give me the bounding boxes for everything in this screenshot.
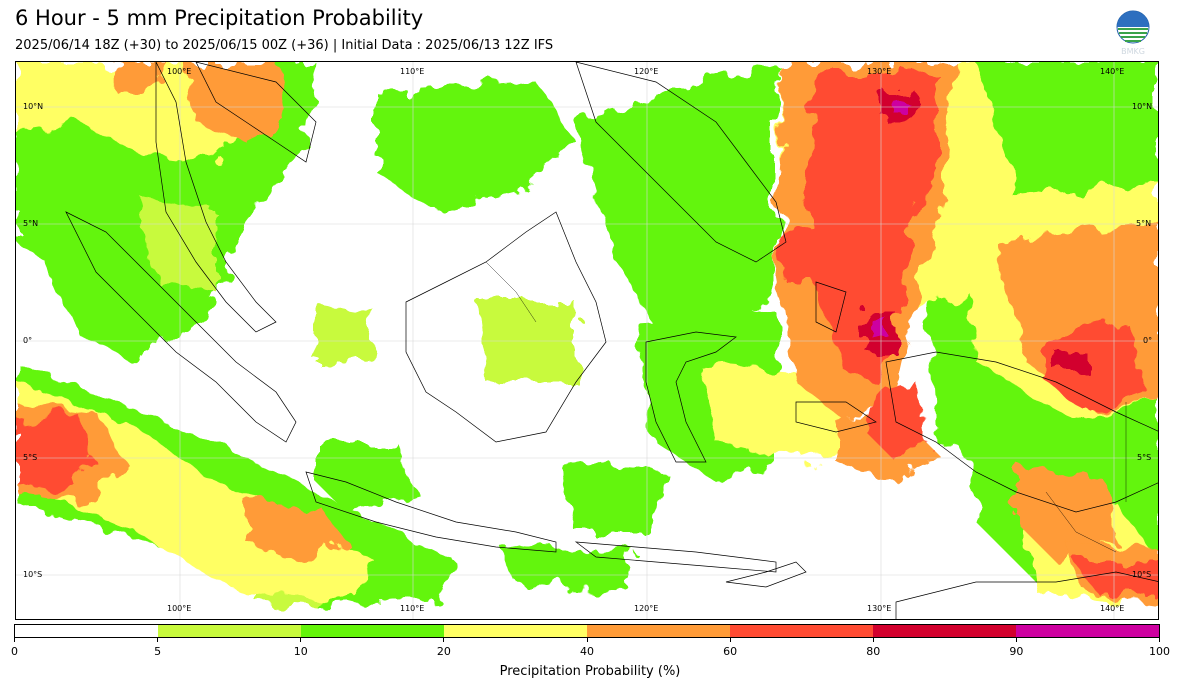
lon-label-bottom-110: 110°E: [400, 604, 425, 613]
probability-field: [16, 62, 1158, 607]
lat-label-left-5n: 5°N: [23, 219, 39, 228]
colorbar-tick-label: 10: [293, 645, 308, 658]
colorbar-tick: [443, 638, 445, 642]
lat-label-right-10s: 10°S: [1132, 570, 1152, 579]
borders: [485, 261, 1127, 553]
lat-label-right-0: 0°: [1143, 336, 1153, 345]
lon-label-top-120: 120°E: [634, 67, 659, 76]
colorbar-tick: [14, 638, 15, 642]
colorbar-segment: [444, 625, 587, 637]
precipitation-map: 100°E 110°E 120°E 130°E 140°E 100°E 110°…: [15, 61, 1159, 620]
page-subtitle: 2025/06/14 18Z (+30) to 2025/06/15 00Z (…: [15, 38, 554, 53]
colorbar-segment: [587, 625, 730, 637]
colorbar-segment: [301, 625, 444, 637]
colorbar-tick: [1015, 638, 1017, 642]
bmkg-logo: BMKG: [1114, 10, 1152, 56]
coastlines: [65, 62, 1158, 619]
logo-text: BMKG: [1121, 47, 1145, 56]
colorbar-tick: [157, 638, 159, 642]
lon-label-top-100: 100°E: [167, 67, 192, 76]
colorbar: [14, 624, 1160, 638]
lon-label-bottom-100: 100°E: [167, 604, 192, 613]
colorbar-tick-label: 40: [580, 645, 594, 658]
colorbar-tick-label: 20: [436, 645, 451, 658]
colorbar-segment: [873, 625, 1016, 637]
colorbar-tick: [1159, 638, 1160, 642]
colorbar-segment: [158, 625, 301, 637]
colorbar-tick: [729, 638, 731, 642]
colorbar-tick-label: 100: [1149, 645, 1170, 658]
colorbar-tick-label: 5: [154, 645, 162, 658]
colorbar-segment: [730, 625, 873, 637]
map-canvas: [16, 62, 1158, 619]
colorbar-tick: [300, 638, 302, 642]
colorbar-tick-label: 60: [723, 645, 738, 658]
lat-label-right-10n: 10°N: [1132, 102, 1153, 111]
lon-label-top-140: 140°E: [1100, 67, 1125, 76]
lat-label-left-10s: 10°S: [23, 570, 43, 579]
colorbar-tick-label: 0: [11, 645, 18, 658]
colorbar-tick-label: 90: [1009, 645, 1024, 658]
lat-label-right-5s: 5°S: [1137, 453, 1152, 462]
colorbar-tick: [586, 638, 588, 642]
lat-label-left-0: 0°: [23, 336, 33, 345]
colorbar-title: Precipitation Probability (%): [499, 664, 681, 679]
lon-label-bottom-130: 130°E: [867, 604, 892, 613]
lat-label-left-5s: 5°S: [23, 453, 38, 462]
lon-label-bottom-140: 140°E: [1100, 604, 1125, 613]
lon-label-top-110: 110°E: [400, 67, 425, 76]
lat-label-left-10n: 10°N: [23, 102, 44, 111]
colorbar-segment: [1016, 625, 1159, 637]
lon-label-bottom-120: 120°E: [634, 604, 659, 613]
colorbar-tick: [872, 638, 874, 642]
colorbar-tick-label: 80: [866, 645, 881, 658]
page-title: 6 Hour - 5 mm Precipitation Probability: [15, 6, 424, 30]
colorbar-segment: [15, 625, 158, 637]
lon-label-top-130: 130°E: [867, 67, 892, 76]
lat-label-right-5n: 5°N: [1136, 219, 1152, 228]
